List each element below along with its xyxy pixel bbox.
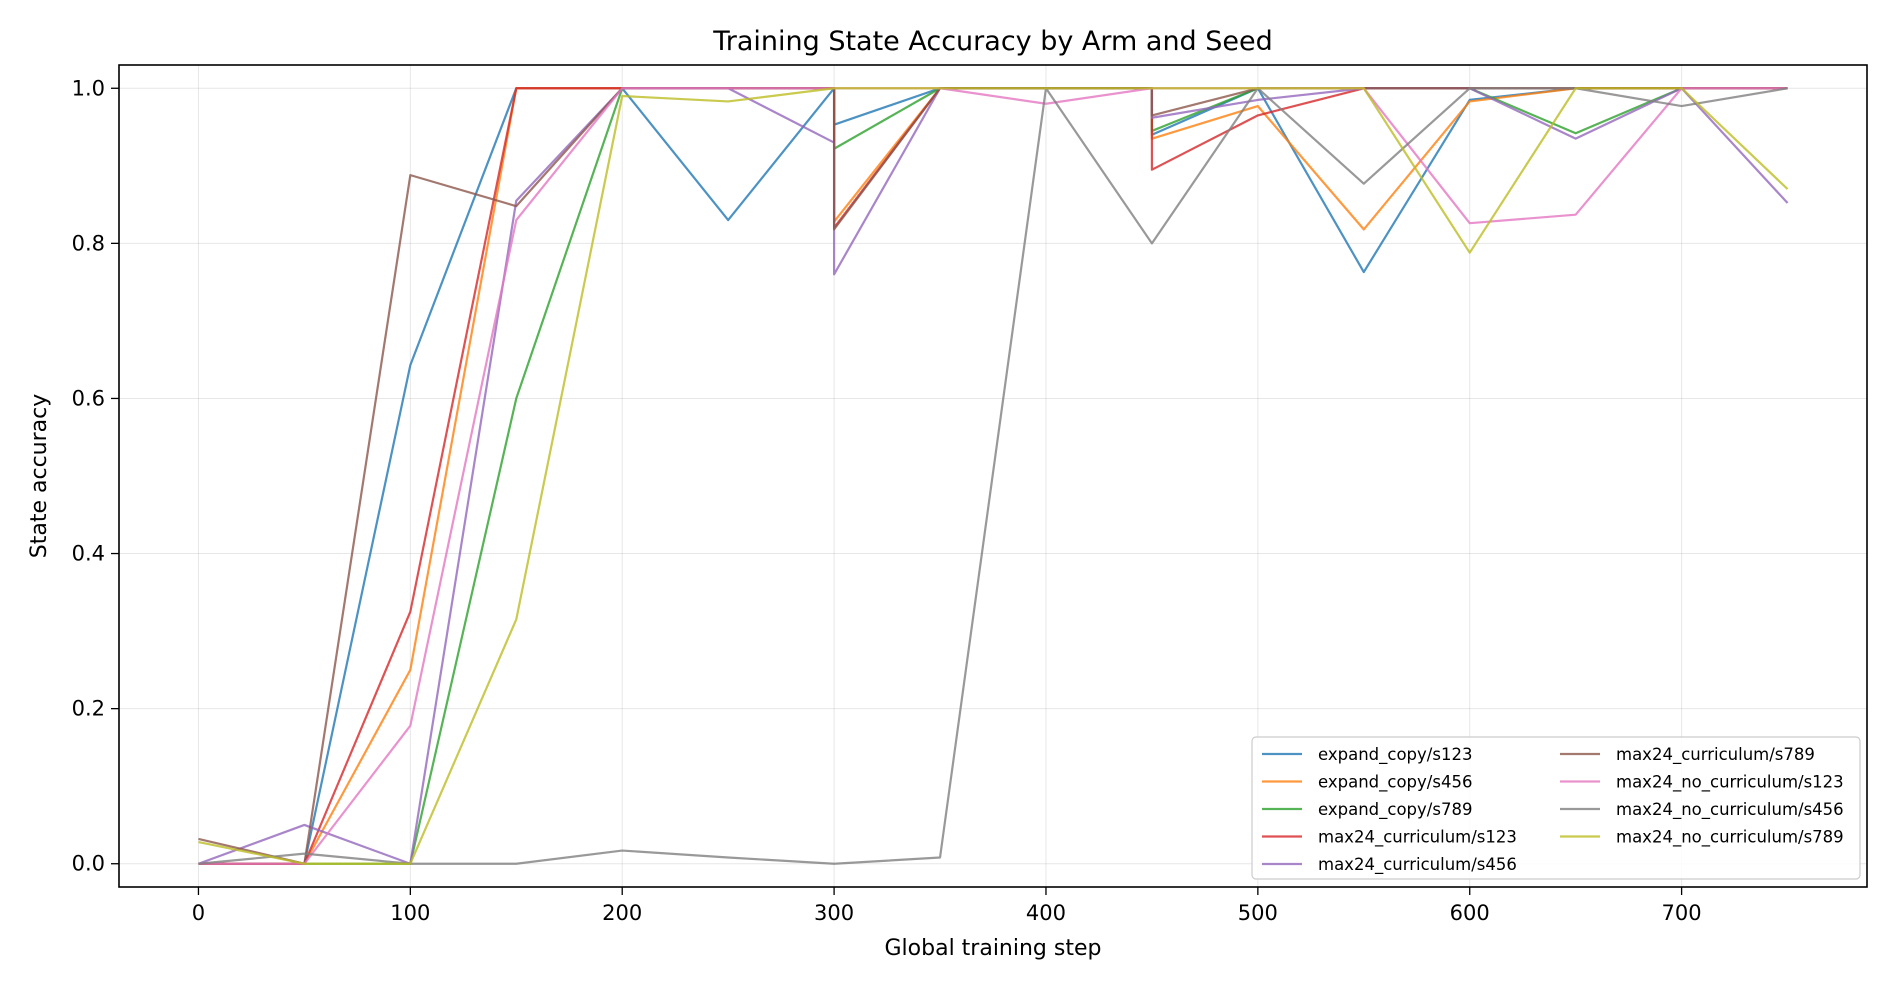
series-line-max24-no-curriculum-s789 xyxy=(198,87,1789,865)
chart-title: Training State Accuracy by Arm and Seed xyxy=(712,26,1273,57)
y-axis-label: State accuracy xyxy=(27,394,52,558)
legend-box xyxy=(1251,736,1861,880)
y-tick-label: 0.8 xyxy=(72,231,105,255)
legend-label: expand_copy/s123 xyxy=(1318,745,1472,765)
y-tick-label: 0.2 xyxy=(72,697,105,721)
series-lines xyxy=(198,87,1789,865)
legend-label: expand_copy/s456 xyxy=(1318,773,1472,793)
x-tick-label: 0 xyxy=(192,901,205,925)
legend-label: max24_no_curriculum/s123 xyxy=(1616,773,1844,793)
legend: expand_copy/s123 expand_copy/s456 expand_c… xyxy=(1251,736,1861,880)
x-tick-label: 500 xyxy=(1238,901,1278,925)
x-tick-label: 600 xyxy=(1450,901,1490,925)
x-tick-label: 300 xyxy=(814,901,854,925)
legend-label: max24_curriculum/s123 xyxy=(1318,828,1517,848)
y-tick-label: 1.0 xyxy=(72,76,105,100)
series-line-max24-no-curriculum-s456 xyxy=(198,87,1788,865)
legend-label: max24_no_curriculum/s789 xyxy=(1616,828,1844,848)
series-line-max24-no-curriculum-s123 xyxy=(198,87,1788,865)
legend-label: expand_copy/s789 xyxy=(1318,800,1472,820)
plot-area-frame xyxy=(118,64,1868,888)
x-tick-label: 700 xyxy=(1662,901,1702,925)
y-tick-label: 0.4 xyxy=(72,542,105,566)
x-tick-label: 100 xyxy=(390,901,430,925)
legend-label: max24_no_curriculum/s456 xyxy=(1616,800,1844,820)
x-axis-ticks: 0 100 200 300 400 500 600 700 xyxy=(192,887,1702,925)
y-axis-ticks: 0.0 0.2 0.4 0.6 0.8 1.0 xyxy=(72,76,119,876)
legend-label: max24_curriculum/s456 xyxy=(1318,855,1517,875)
y-tick-label: 0.6 xyxy=(72,386,105,410)
y-tick-label: 0.0 xyxy=(72,852,105,876)
legend-label: max24_curriculum/s789 xyxy=(1616,745,1815,765)
x-tick-label: 400 xyxy=(1026,901,1066,925)
x-axis-label: Global training step xyxy=(885,936,1102,961)
x-tick-label: 200 xyxy=(602,901,642,925)
